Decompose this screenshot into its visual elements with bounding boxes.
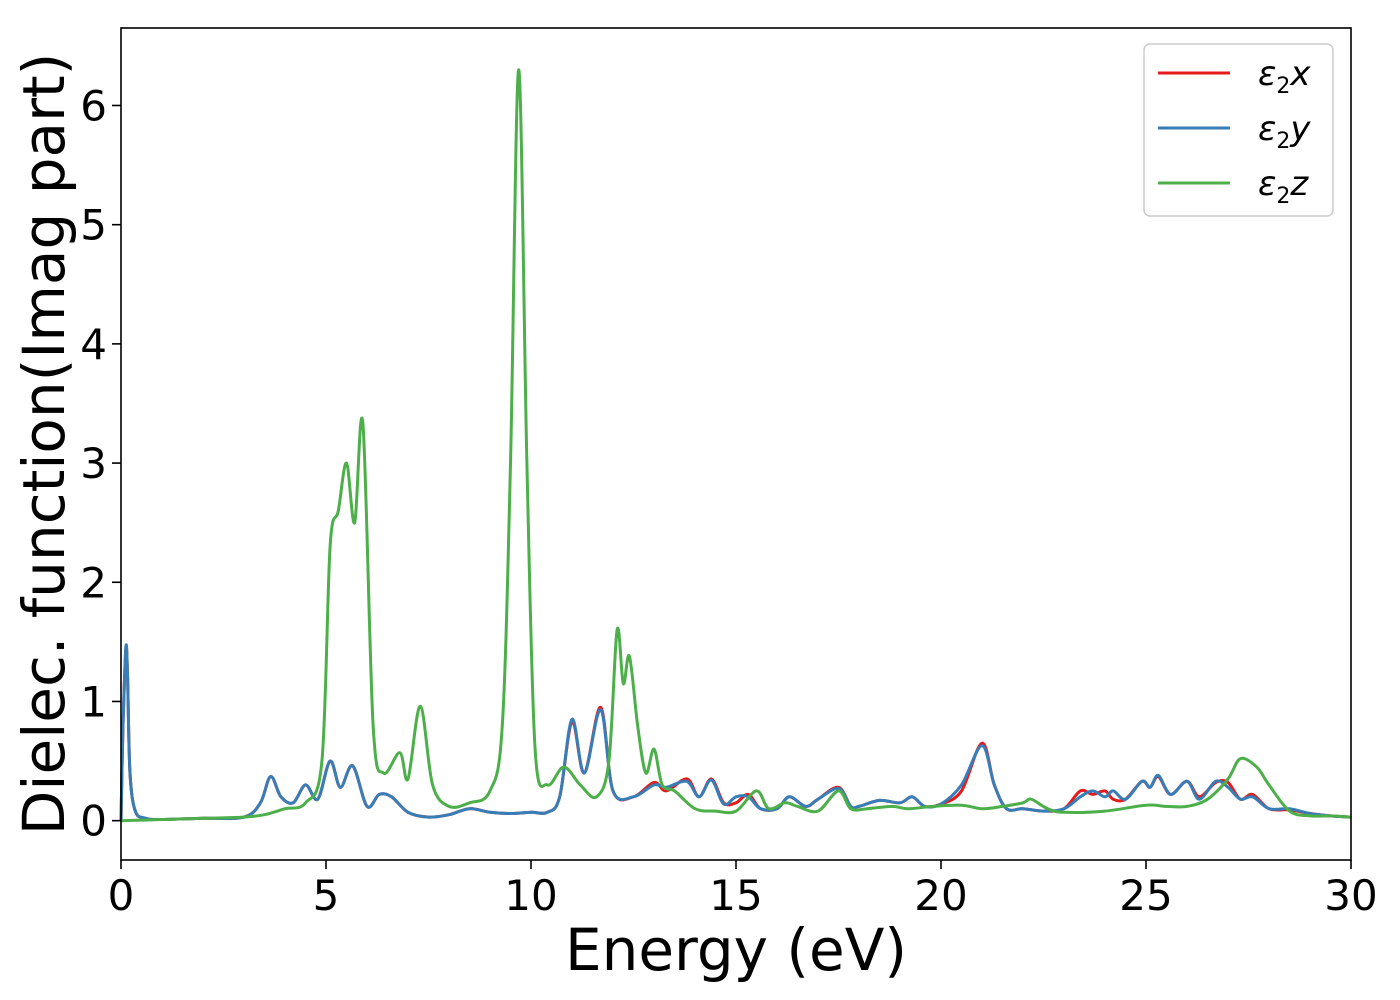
x-tick-label: 30	[1324, 871, 1377, 920]
series-line-z	[120, 68, 1352, 823]
series-line-y	[119, 643, 1352, 822]
y-tick-label: 3	[80, 439, 107, 488]
x-ticks: 0 5 10 15 20 25 30	[108, 860, 1378, 920]
y-tick-label: 4	[80, 320, 107, 369]
y-tick-label: 6	[80, 81, 107, 130]
x-tick-label: 5	[313, 871, 340, 920]
y-axis-label: Dielec. function(Imag part)	[10, 53, 78, 836]
x-tick-label: 10	[504, 871, 557, 920]
x-tick-label: 0	[108, 871, 135, 920]
legend-items: ε2x ε2y ε2z	[1158, 54, 1311, 209]
x-tick-label: 20	[914, 871, 967, 920]
series-line-x	[119, 644, 1352, 822]
x-tick-label: 25	[1119, 871, 1172, 920]
y-tick-label: 5	[80, 201, 107, 250]
x-axis-label: Energy (eV)	[565, 916, 907, 984]
legend-label-x: ε2x	[1258, 54, 1311, 99]
y-tick-label: 0	[80, 797, 107, 846]
legend-box	[1143, 43, 1334, 217]
y-tick-label: 2	[80, 558, 107, 607]
legend: ε2x ε2y ε2z	[1143, 43, 1334, 217]
legend-label-z: ε2z	[1258, 164, 1309, 209]
legend-label-y: ε2y	[1258, 109, 1311, 154]
y-ticks: 0 1 2 3 4 5 6	[80, 81, 121, 846]
y-tick-label: 1	[80, 677, 107, 726]
series-layer	[119, 68, 1352, 823]
x-tick-label: 15	[709, 871, 762, 920]
